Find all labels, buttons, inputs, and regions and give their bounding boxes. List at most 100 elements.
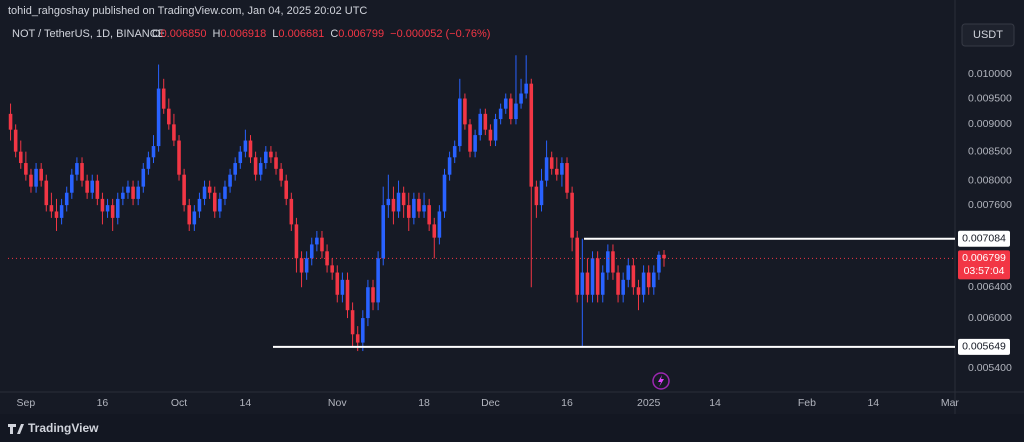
candle-body [64,192,69,206]
candle-body [167,108,171,125]
candle-body [70,174,74,193]
candle-body [335,272,340,295]
x-tick-label: Feb [798,397,816,409]
candle-body [279,168,283,181]
candle-body [207,186,212,193]
candle-body [8,113,13,130]
ohlc-text: O0.006850 H0.006918 L0.006681 C0.006799 −0.0… [152,28,490,40]
footer [0,414,1024,442]
candle-body [422,205,426,212]
brand-logo [8,424,24,434]
y-tick-label: 0.008500 [968,145,1012,157]
x-tick-label: 18 [418,397,430,409]
candle-body [565,163,569,193]
level-label-box [958,230,1010,247]
y-tick-label: 0.010000 [968,68,1012,80]
candle-body [141,168,146,187]
ohlc-value: 0.006850 [161,28,207,40]
candle-body [539,180,544,206]
candle-body [182,174,186,206]
candle-body [641,272,646,295]
candle-body [146,157,151,169]
candle-body [54,211,59,218]
candle-body [13,129,18,152]
event-icon[interactable] [652,372,670,390]
candle-body [315,237,319,245]
candle-body [406,205,411,218]
candle-body [657,254,661,273]
candle-body [371,287,375,303]
candle-body [172,124,176,141]
candle-body [187,205,192,225]
candle-body [44,180,49,206]
publisher-line: tohid_rahgoshay published on TradingView… [8,5,367,17]
candle-body [243,140,248,152]
candle-body [427,205,431,225]
candle-body [575,237,580,295]
candle-body [590,258,595,295]
candle-body [636,287,641,295]
y-tick-label: 0.007600 [968,199,1012,211]
candle-body [386,198,391,206]
candle-body [509,98,513,120]
candle-body [136,186,140,199]
x-tick-label: Sep [17,397,36,409]
ohlc-key: C [330,28,338,40]
candle-body [498,108,503,120]
candle-body [238,151,243,164]
candle-body [151,146,156,158]
level-label: 0.005649 [962,341,1006,353]
currency-label: USDT [973,29,1003,41]
candle-body [80,163,84,181]
candle-body [452,146,457,158]
candle-body [299,258,304,273]
ohlc-key: H [212,28,220,40]
x-tick-label: Dec [481,397,500,409]
candle-body [258,163,263,175]
candle-body [320,237,324,252]
last-price-box [958,250,1010,280]
candle-body [121,192,125,199]
candle-body [274,157,278,169]
candle-body [652,272,656,288]
candle-body [161,88,166,109]
candle-body [115,198,120,218]
x-tick-label: 14 [709,397,721,409]
candle-body [192,211,197,225]
candle-body [381,205,386,259]
candle-body [600,272,605,295]
candle-body [340,279,345,295]
candle-body [458,98,462,147]
candle-body [233,163,237,175]
candle-body [309,244,314,259]
candle-body [110,205,115,218]
candle-body [248,140,253,158]
currency-button[interactable] [961,23,1015,47]
candle-body [269,151,273,158]
ohlc-key: L [272,28,278,40]
candle-body [202,186,207,199]
candle-body [131,186,135,199]
level-label: 0.007084 [962,233,1006,245]
candle-body [294,224,299,259]
candle-body [626,265,631,280]
candle-body [549,157,554,169]
candle-body [534,186,539,206]
candle-body [631,265,636,288]
x-tick-label: Oct [171,397,187,409]
brand-name: TradingView [28,421,99,435]
candle-body [24,163,28,175]
candle-body [447,157,452,175]
candle-body [580,272,585,295]
candle-body [49,205,54,212]
candle-body [529,83,534,187]
countdown: 03:57:04 [964,265,1005,277]
candle-body [570,192,574,238]
candle-body [555,168,559,175]
candle-body [85,180,89,193]
candle-body [59,205,64,218]
candle-body [412,198,416,218]
candle-body [100,198,105,212]
